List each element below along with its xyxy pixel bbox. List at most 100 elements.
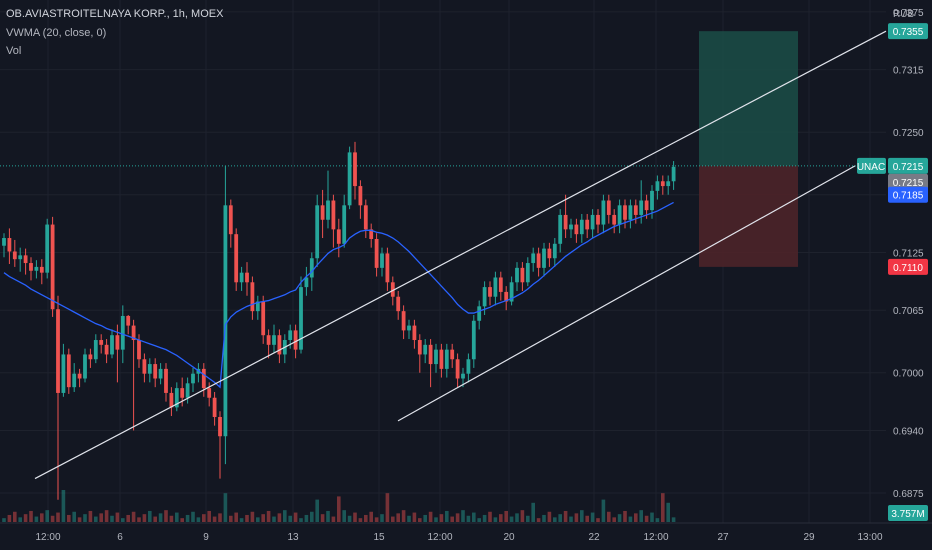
x-tick-label: 27 (717, 532, 729, 543)
x-tick-label: 22 (588, 532, 600, 543)
candle (536, 253, 541, 268)
candle (509, 282, 514, 302)
legend-symbol[interactable]: OB.AVIASTROITELNAYA KORP., 1h, MOEX (6, 8, 224, 20)
price-tag: 0.7215 (888, 173, 928, 190)
candle (455, 359, 460, 379)
x-tick-label: 6 (117, 532, 123, 543)
volume-bar (461, 510, 465, 522)
volume-bar (569, 516, 573, 522)
volume-bar (671, 517, 676, 522)
volume-bar (493, 517, 498, 522)
volume-bar (580, 510, 584, 522)
volume-bar (331, 516, 336, 522)
x-tick-label: 12:00 (35, 532, 60, 543)
candle (353, 152, 357, 187)
candle (56, 309, 60, 393)
volume-bar (585, 515, 589, 522)
volume-bar (18, 517, 22, 522)
candle (299, 287, 303, 350)
candle (201, 368, 206, 389)
candle (493, 277, 498, 297)
volume-bar (391, 516, 395, 522)
candle (158, 368, 163, 379)
legend-volume[interactable]: Vol (6, 45, 22, 57)
candle (488, 287, 492, 297)
candle (18, 255, 23, 260)
candle (574, 224, 579, 235)
candle (450, 349, 455, 360)
candle (423, 344, 428, 355)
candle (596, 214, 600, 225)
candle (444, 349, 449, 369)
candle (104, 344, 109, 355)
candle (417, 340, 422, 355)
target-zone (699, 31, 798, 166)
volume-bar (601, 499, 606, 522)
volume-bar (169, 515, 174, 522)
candle (655, 181, 660, 191)
volume-bar (229, 515, 233, 522)
candle (590, 214, 595, 230)
candle (126, 315, 131, 326)
volume-bar (623, 510, 627, 522)
volume-bar (115, 512, 120, 522)
volume-bar (88, 510, 93, 522)
candle (191, 373, 195, 384)
candle (531, 253, 536, 264)
volume-bar (153, 516, 157, 522)
volume-bar (239, 518, 244, 522)
candle (131, 325, 136, 341)
candle (315, 205, 320, 259)
volume-bar (634, 513, 638, 522)
volume-bar (337, 496, 341, 522)
volume-bar (315, 499, 319, 522)
candle (169, 392, 174, 408)
candle (180, 388, 185, 398)
volume-bar (369, 511, 373, 522)
y-tick-label: 0.7065 (893, 306, 924, 317)
volume-bar (67, 514, 71, 522)
y-tick-label: 0.7315 (893, 66, 924, 77)
candle (2, 238, 6, 246)
volume-bar (304, 514, 309, 522)
price-tag-value: 0.7355 (893, 27, 924, 38)
candle (331, 200, 336, 230)
volume-bar (23, 514, 28, 522)
volume-bar (515, 513, 519, 522)
volume-bar (61, 490, 66, 522)
candle (407, 325, 411, 331)
x-tick-label: 13:00 (857, 532, 882, 543)
price-tag: 0.7110 (888, 258, 928, 275)
candle (326, 200, 330, 220)
candle (223, 205, 228, 437)
candle (579, 219, 584, 235)
candle (304, 277, 309, 288)
volume-bar (347, 515, 352, 522)
candle (93, 340, 98, 360)
candle (396, 296, 401, 312)
candle (153, 364, 158, 379)
volume-bar (628, 516, 633, 522)
candle (428, 344, 433, 365)
volume-bar (450, 516, 454, 522)
trendline (34, 30, 887, 480)
candle (434, 349, 438, 365)
candle (83, 354, 87, 379)
volume-bar (310, 511, 314, 522)
volume-bar (655, 518, 660, 522)
candle (320, 205, 325, 220)
legend-indicator[interactable]: VWMA (20, close, 0) (6, 27, 107, 39)
volume-bar (2, 518, 6, 522)
candle (585, 219, 590, 230)
volume-bar (423, 514, 427, 522)
candle (401, 311, 406, 331)
volume-bar (72, 511, 76, 522)
volume-bar (434, 517, 438, 522)
candle (261, 301, 266, 336)
volume-bar (110, 515, 114, 522)
volume-bar (250, 511, 255, 522)
x-tick-label: 12:00 (643, 532, 668, 543)
candle (358, 186, 363, 206)
